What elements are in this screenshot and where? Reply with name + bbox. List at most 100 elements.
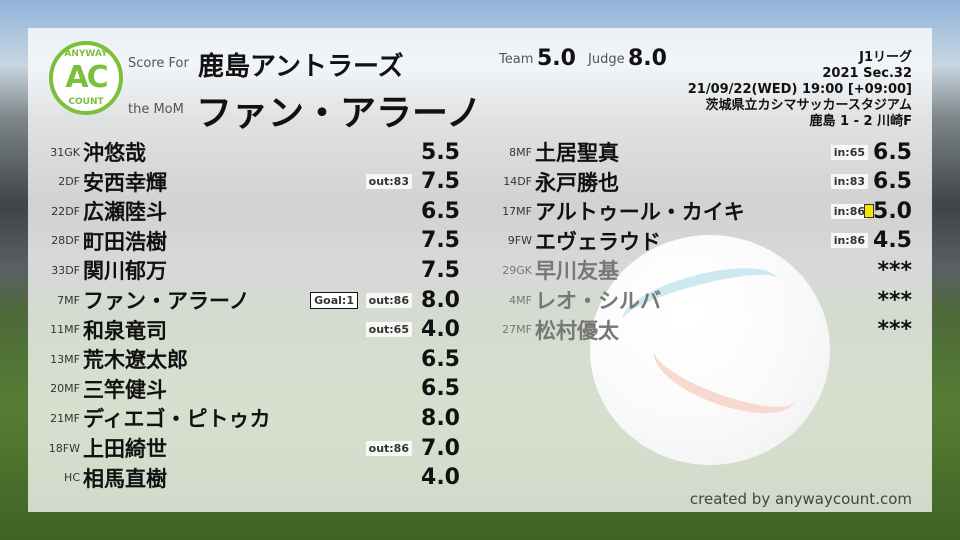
player-row: 2DF 安西幸輝 out:83 7.5 (28, 168, 460, 196)
player-position: MF (516, 293, 532, 307)
player-row: 8MF 土居聖真 in:65 6.5 (480, 138, 912, 166)
stadium: 茨城県立カシマサッカースタジアム (705, 98, 912, 113)
player-score: *** (877, 317, 912, 343)
sub-badge: in:65 (830, 144, 868, 160)
player-name: 土居聖真 (535, 141, 619, 165)
player-score: 6.5 (421, 376, 460, 402)
player-name: 広瀬陸斗 (83, 200, 167, 225)
player-number: 21 (50, 411, 65, 425)
match-info: J1リーグ 2021 Sec.32 21/09/22(WED) 19:00 [+… (688, 50, 912, 130)
player-position: MF (516, 323, 532, 337)
player-position: DF (517, 175, 532, 189)
player-number: 14 (503, 175, 518, 189)
player-number-position: 29GK (480, 264, 535, 277)
player-number-position: 2DF (28, 175, 83, 188)
player-score: 8.0 (421, 287, 460, 313)
player-number-position: 22DF (28, 205, 83, 218)
player-name: 安西幸輝 (83, 170, 167, 195)
player-name: 早川友基 (535, 259, 619, 284)
player-name: 沖悠哉 (83, 141, 146, 165)
player-position: MF (64, 293, 80, 307)
player-score: 6.5 (421, 198, 460, 224)
player-row: 7MF ファン・アラーノ Goal:1 out:86 8.0 (28, 286, 460, 314)
player-position: FW (514, 234, 532, 248)
player-score: 8.0 (421, 405, 460, 431)
player-score: 4.0 (421, 465, 460, 491)
judge-score: 8.0 (628, 46, 667, 71)
player-number: 7 (57, 293, 65, 307)
player-score: 6.5 (873, 169, 912, 195)
player-number: 11 (50, 323, 65, 337)
player-row: 22DF 広瀬陸斗 6.5 (28, 197, 460, 225)
player-position: DF (65, 263, 80, 277)
player-score: 7.5 (421, 228, 460, 254)
player-row: HC 相馬直樹 4.0 (28, 464, 460, 492)
player-name: 三竿健斗 (83, 377, 167, 402)
player-number: 17 (502, 204, 517, 218)
player-row: 14DF 永戸勝也 in:83 6.5 (480, 168, 912, 196)
player-row: 18FW 上田綺世 out:86 7.0 (28, 434, 460, 462)
player-number-position: 11MF (28, 323, 83, 336)
player-number: 4 (509, 293, 517, 307)
player-row: 28DF 町田浩樹 7.5 (28, 227, 460, 255)
player-name: エヴェラウド (535, 229, 661, 254)
player-score: 4.0 (421, 317, 460, 343)
player-number: 29 (502, 263, 517, 277)
player-number-position: 9FW (480, 234, 535, 247)
player-row: 21MF ディエゴ・ピトゥカ 8.0 (28, 404, 460, 432)
player-row: 31GK 沖悠哉 5.5 (28, 138, 460, 166)
team-score-label: Team (499, 52, 534, 67)
player-number-position: 4MF (480, 294, 535, 307)
player-number-position: HC (28, 471, 83, 484)
player-score: 4.5 (873, 228, 912, 254)
player-position: MF (64, 411, 80, 425)
logo-center-text: AC (65, 60, 108, 95)
player-row: 11MF 和泉竜司 out:65 4.0 (28, 316, 460, 344)
player-position: DF (65, 234, 80, 248)
player-position: HC (64, 471, 80, 485)
player-score: 5.5 (421, 139, 460, 165)
player-position: FW (62, 441, 80, 455)
player-name: 永戸勝也 (535, 170, 619, 195)
team-score: 5.0 (537, 46, 576, 71)
sub-badge: in:86 (830, 203, 868, 219)
sub-badge: out:83 (365, 174, 412, 190)
player-name: アルトゥール・カイキ (535, 200, 745, 225)
player-number: 20 (50, 382, 65, 396)
sub-badge: in:86 (830, 233, 868, 249)
player-name: 松村優太 (535, 318, 619, 343)
player-position: DF (65, 204, 80, 218)
player-position: MF (64, 382, 80, 396)
yellow-card-icon (864, 204, 874, 219)
logo-top-text: ANYWAY (64, 49, 108, 59)
player-number-position: 21MF (28, 412, 83, 425)
player-position: MF (64, 352, 80, 366)
team-name: 鹿島アントラーズ (198, 52, 404, 82)
player-number: 22 (51, 204, 66, 218)
player-number-position: 17MF (480, 205, 535, 218)
score-panel (28, 28, 932, 512)
player-score: *** (877, 287, 912, 313)
score-for-label: Score For (128, 56, 189, 71)
player-number: 2 (58, 175, 66, 189)
player-position: DF (65, 175, 80, 189)
player-row: 29GK 早川友基 *** (480, 256, 912, 284)
player-number: 33 (51, 263, 66, 277)
player-number-position: 33DF (28, 264, 83, 277)
player-number-position: 14DF (480, 175, 535, 188)
player-score: 6.5 (873, 139, 912, 165)
player-name: 和泉竜司 (83, 318, 167, 343)
player-number-position: 31GK (28, 146, 83, 159)
player-number: 9 (507, 234, 515, 248)
judge-score-label: Judge (588, 52, 625, 67)
player-name: 関川郁万 (83, 259, 167, 284)
player-number: 27 (502, 323, 517, 337)
player-number-position: 18FW (28, 442, 83, 455)
player-number: 31 (50, 145, 65, 159)
mom-name: ファン・アラーノ (196, 93, 482, 134)
anywaycount-logo: ANYWAY AC COUNT (49, 41, 123, 115)
player-row: 13MF 荒木遼太郎 6.5 (28, 345, 460, 373)
player-name: 上田綺世 (83, 437, 167, 461)
player-score: *** (877, 257, 912, 283)
player-score: 7.5 (421, 169, 460, 195)
